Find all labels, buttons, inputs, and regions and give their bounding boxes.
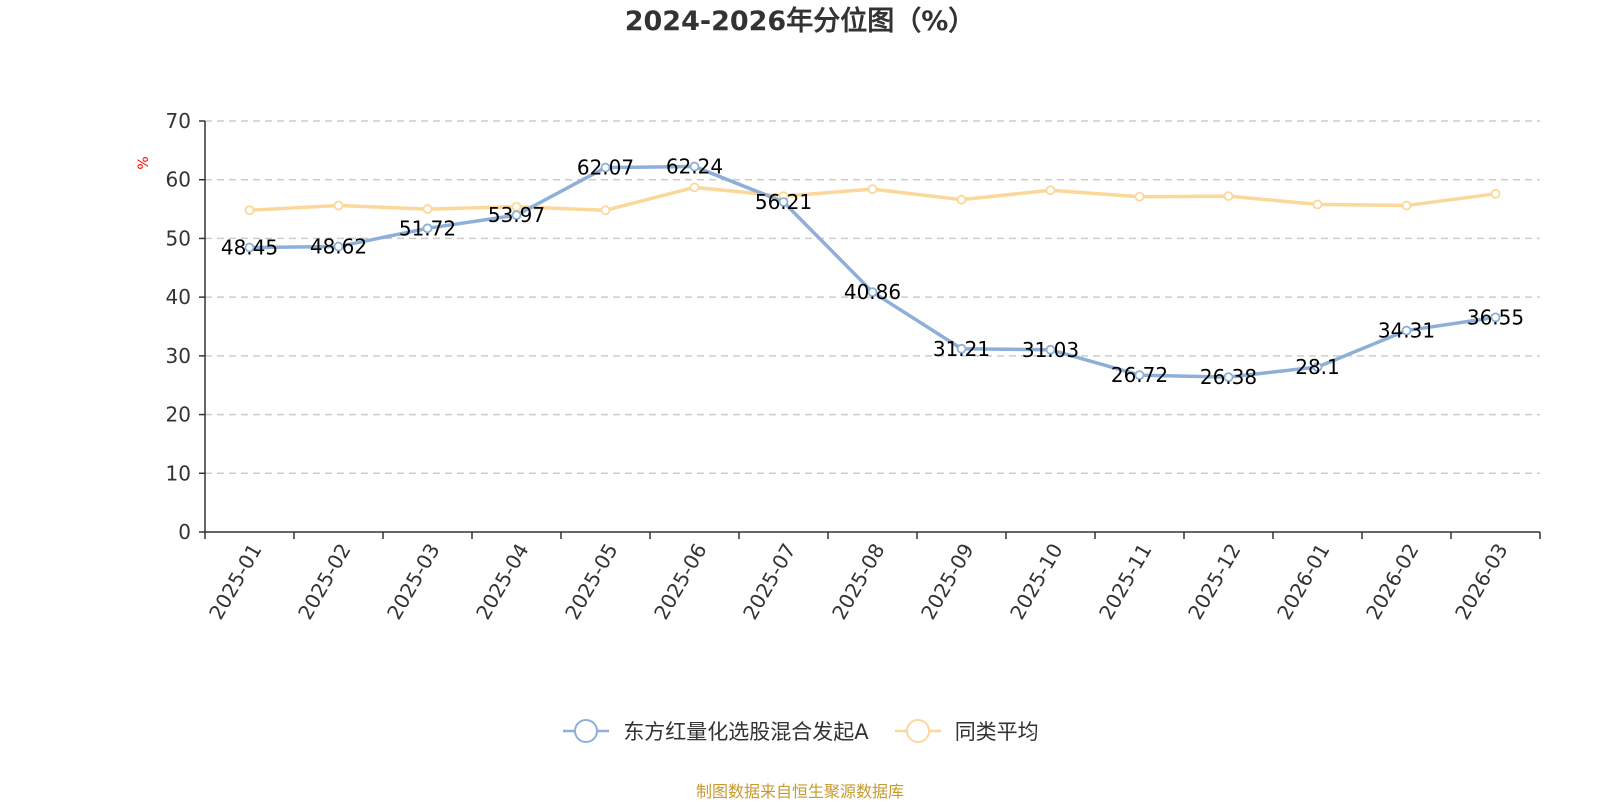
x-tick-label: 2026-01 [1272,539,1335,623]
data-label: 51.72 [399,216,456,240]
y-tick-label: 30 [166,344,191,368]
chart-title: 2024-2026年分位图（%） [624,6,976,37]
x-tick-label: 2025-07 [738,539,801,623]
legend-marker-icon [563,719,610,743]
series-0-point[interactable] [244,242,255,253]
legend-label: 同类平均 [954,720,1039,744]
series-0-point[interactable] [1490,312,1501,323]
x-tick-label: 2025-10 [1005,539,1068,623]
y-axis-label: % [136,156,152,169]
series-0-point[interactable] [1223,372,1234,383]
series-1-point[interactable] [867,184,878,195]
line-chart: 0 10 20 30 40 50 60 70% 2025-01 2025-02 2025-03 202… [136,109,1541,624]
data-label: 53.97 [488,203,545,227]
series-1-point[interactable] [600,205,611,216]
series-1-point[interactable] [1401,200,1412,211]
x-tick-label: 2025-01 [204,539,267,623]
series-0-point[interactable] [1134,370,1145,381]
grid-layer [205,120,1540,475]
y-tick-label: 70 [166,109,191,133]
legend-label: 东方红量化选股混合发起A [623,720,869,744]
series-1-point[interactable] [1312,199,1323,210]
data-label: 56.21 [755,190,812,214]
data-label: 28.1 [1295,355,1340,379]
data-label: 36.55 [1467,305,1524,329]
legend-item-1[interactable]: 同类平均 [893,716,1039,746]
x-tick-label: 2025-09 [916,539,979,623]
y-tick-label: 40 [166,285,191,309]
series-0-point[interactable] [689,161,700,172]
series-1-point[interactable] [244,205,255,216]
data-label: 48.62 [310,235,367,259]
series-0-point[interactable] [867,287,878,297]
data-label: 40.86 [844,280,901,304]
series-0-point[interactable] [1312,362,1323,372]
label-layer: 48.45 48.62 51.72 53.97 62.07 62.24 56.21 40.86… [221,155,1524,390]
series-0-point[interactable] [511,210,522,221]
x-tick-label: 2025-04 [471,539,534,623]
data-label: 31.03 [1022,338,1079,362]
x-tick-label: 2025-11 [1094,539,1157,623]
x-tick-label: 2025-08 [827,539,890,623]
source-note: 制图数据来自恒生聚源数据库 [695,782,904,801]
x-tick-label: 2025-12 [1183,539,1246,623]
series-1-point[interactable] [1134,191,1145,202]
series-1-point[interactable] [422,204,433,214]
series-1-point[interactable] [689,182,700,193]
x-tick-label: 2026-03 [1450,539,1513,623]
y-tick-label: 10 [166,461,191,485]
data-label: 26.38 [1200,365,1257,389]
series-1-point[interactable] [956,194,967,205]
y-tick-label: 60 [166,168,191,192]
series-0-point[interactable] [956,343,967,354]
series-1-point[interactable] [333,200,344,211]
series-0-point[interactable] [422,223,433,234]
series-0-point[interactable] [333,241,344,252]
series-0-point[interactable] [1401,325,1412,336]
series-0-point[interactable] [1045,344,1056,355]
series-1-point[interactable] [1490,188,1501,199]
x-tick-label: 2025-02 [293,539,356,623]
legend-item-0[interactable]: 东方红量化选股混合发起A [561,716,869,746]
x-tick-label: 2025-06 [649,539,712,623]
data-label: 31.21 [933,337,990,361]
y-tick-label: 0 [178,520,191,544]
series-0-point[interactable] [600,162,611,173]
legend-marker-icon [894,719,941,743]
data-label: 26.72 [1111,363,1168,387]
series-0-point[interactable] [778,197,789,207]
y-tick-label: 20 [166,403,191,427]
legend: 东方红量化选股混合发起A 同类平均 [0,716,1600,746]
x-tick-label: 2025-03 [382,539,445,623]
x-tick-label: 2026-02 [1361,539,1424,623]
x-tick-label: 2025-05 [560,539,623,623]
data-label: 48.45 [221,236,278,260]
data-label: 34.31 [1378,319,1435,343]
series-1-point[interactable] [1223,191,1234,202]
series-1-point[interactable] [1045,185,1056,196]
data-label: 62.07 [577,156,634,180]
series-line-0 [247,164,1498,379]
y-tick-label: 50 [166,226,191,250]
data-label: 62.24 [666,155,723,179]
series-layer [244,161,1501,383]
